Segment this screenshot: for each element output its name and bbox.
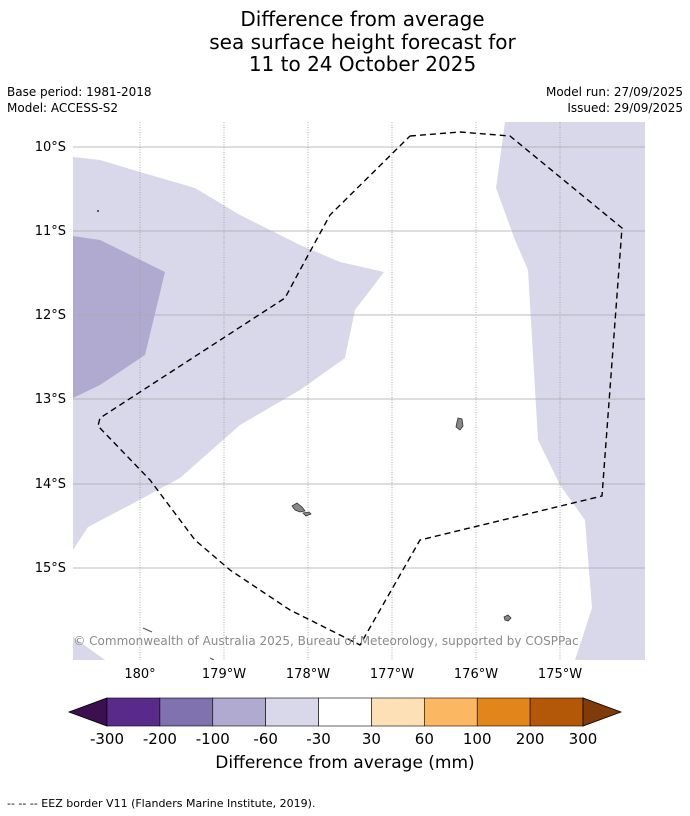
lat-label-10s: 10°S: [35, 140, 66, 155]
colorbar-tick-label: -200: [143, 730, 177, 748]
colorbar-tick-label: 300: [569, 730, 598, 748]
colorbar-cell: [159, 697, 214, 727]
longitude-labels: 180° 179°W 178°W 177°W 176°W 175°W: [124, 667, 582, 682]
colorbar-cells: [67, 697, 623, 727]
colorbar-cell: [265, 697, 319, 727]
base-period: Base period: 1981-2018: [7, 85, 152, 99]
meta-right: Model run: 27/09/2025 Issued: 29/09/2025: [546, 84, 683, 116]
lon-label-178w: 178°W: [286, 667, 330, 682]
title-line-3: 11 to 24 October 2025: [248, 52, 477, 76]
colorbar-cell: [529, 697, 584, 727]
colorbar-extend-low: [67, 697, 108, 727]
colorbar-tick-label: 60: [415, 730, 434, 748]
lat-label-13s: 13°S: [35, 392, 66, 407]
lat-label-15s: 15°S: [35, 561, 66, 576]
colorbar-tick-label: 200: [516, 730, 545, 748]
anomaly-region-medium-west: [73, 236, 165, 398]
coast-fragment: [142, 627, 153, 633]
colorbar-tick-label: 100: [463, 730, 492, 748]
lon-label-175w: 175°W: [538, 667, 582, 682]
island-west-small: [302, 511, 312, 517]
latitude-labels: 10°S 11°S 12°S 13°S 14°S 15°S: [35, 140, 66, 576]
colorbar-cell: [212, 697, 266, 727]
model-run: Model run: 27/09/2025: [545, 85, 683, 99]
anomaly-region-light-east: [496, 122, 645, 660]
title-line-1: Difference from average: [240, 7, 485, 31]
colorbar-cell: [371, 697, 425, 727]
coast-fragment-2: [209, 657, 215, 660]
colorbar-cell: [106, 697, 161, 727]
chart-title: Difference from average sea surface heig…: [0, 8, 690, 76]
lon-label-179w: 179°W: [202, 667, 246, 682]
title-line-2: sea surface height forecast for: [209, 29, 516, 54]
colorbar-cell: [476, 697, 531, 727]
colorbar-cell: [424, 697, 478, 727]
lat-label-11s: 11°S: [35, 224, 66, 239]
lon-label-176w: 176°W: [454, 667, 498, 682]
anomaly-region-light-southwest: [73, 637, 105, 660]
lat-label-12s: 12°S: [35, 308, 66, 323]
island-east: [455, 417, 464, 431]
longitude-gridlines: [139, 122, 561, 660]
lat-label-14s: 14°S: [35, 477, 66, 492]
lon-label-180: 180°: [124, 667, 155, 682]
colorbar-tick-label: 30: [362, 730, 381, 748]
anomaly-region-light-west: [73, 157, 384, 550]
colorbar-cell: [318, 697, 372, 727]
colorbar-label: Difference from average (mm): [215, 753, 475, 773]
colorbar-extend-high: [582, 697, 623, 727]
colorbar-tick-label: -100: [196, 730, 230, 748]
meta-left: Base period: 1981-2018 Model: ACCESS-S2: [7, 84, 152, 116]
colorbar-ticks: -300 -200 -100 -60 -30 30 60 100 200 300: [90, 730, 597, 748]
eez-border: [97, 131, 623, 646]
islet-dot: [97, 210, 99, 212]
eez-footnote: -- -- -- EEZ border V11 (Flanders Marine…: [7, 797, 316, 810]
colorbar-tick-label: -60: [253, 730, 278, 748]
issued-date: Issued: 29/09/2025: [567, 101, 683, 115]
colorbar-tick-label: -300: [90, 730, 124, 748]
copyright-notice: © Commonwealth of Australia 2025, Bureau…: [73, 634, 578, 648]
latitude-gridlines: [73, 146, 645, 569]
forecast-map: 10°S 11°S 12°S 13°S 14°S 15°S 180° 179°W…: [35, 122, 645, 682]
island-southeast: [503, 614, 512, 622]
colorbar-tick-label: -30: [306, 730, 331, 748]
colorbar: -300 -200 -100 -60 -30 30 60 100 200 300: [67, 697, 623, 748]
model-name: Model: ACCESS-S2: [7, 101, 119, 115]
lon-label-177w: 177°W: [370, 667, 414, 682]
island-west: [291, 502, 306, 513]
